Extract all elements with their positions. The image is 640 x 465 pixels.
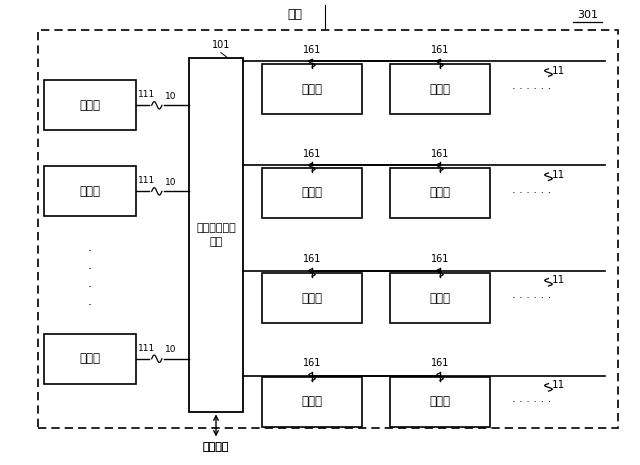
- Text: 10: 10: [164, 178, 176, 186]
- Bar: [44, 80, 136, 130]
- Text: 161: 161: [303, 254, 321, 264]
- Text: 11: 11: [552, 275, 565, 286]
- Text: 101: 101: [212, 40, 230, 50]
- Text: ゲートウェイ
装置: ゲートウェイ 装置: [196, 223, 236, 247]
- Bar: [38, 30, 618, 428]
- Text: · · · · · ·: · · · · · ·: [512, 293, 551, 303]
- Bar: [262, 377, 362, 427]
- Text: 161: 161: [431, 149, 449, 159]
- Bar: [390, 64, 490, 114]
- Text: 機能部: 機能部: [301, 292, 323, 305]
- Text: 11: 11: [552, 170, 565, 180]
- Text: 301: 301: [577, 9, 598, 20]
- Bar: [44, 334, 136, 384]
- Text: · · · · · ·: · · · · · ·: [512, 397, 551, 407]
- Text: 機能部: 機能部: [301, 396, 323, 408]
- Text: 111: 111: [138, 176, 156, 185]
- Text: 161: 161: [303, 45, 321, 55]
- Text: 11: 11: [552, 380, 565, 391]
- Text: 機能部: 機能部: [301, 83, 323, 95]
- Text: 機能部: 機能部: [301, 186, 323, 199]
- Text: ·
·
·
·: · · · ·: [88, 246, 92, 312]
- Bar: [189, 58, 243, 412]
- Text: 外部装置: 外部装置: [203, 442, 229, 452]
- Text: 機能部: 機能部: [79, 99, 100, 112]
- Bar: [390, 168, 490, 218]
- Text: 10: 10: [164, 345, 176, 354]
- Bar: [44, 166, 136, 216]
- Text: 機能部: 機能部: [79, 185, 100, 198]
- Text: 161: 161: [303, 149, 321, 159]
- Text: 機能部: 機能部: [79, 352, 100, 365]
- Text: 111: 111: [138, 344, 156, 352]
- Text: · · · · · ·: · · · · · ·: [512, 84, 551, 94]
- Bar: [262, 168, 362, 218]
- Text: 161: 161: [431, 45, 449, 55]
- Text: 161: 161: [431, 359, 449, 368]
- Text: 161: 161: [303, 359, 321, 368]
- Bar: [262, 64, 362, 114]
- Text: 機能部: 機能部: [429, 83, 451, 95]
- Text: 機能部: 機能部: [429, 186, 451, 199]
- Text: 111: 111: [138, 90, 156, 100]
- Text: 11: 11: [552, 66, 565, 76]
- Text: 機能部: 機能部: [429, 292, 451, 305]
- Bar: [390, 377, 490, 427]
- Text: 161: 161: [431, 254, 449, 264]
- Text: 10: 10: [164, 92, 176, 101]
- Text: 車両: 車両: [287, 8, 302, 21]
- Bar: [262, 273, 362, 323]
- Bar: [390, 273, 490, 323]
- Text: 1: 1: [328, 0, 335, 2]
- Text: 外部装置: 外部装置: [203, 442, 229, 452]
- Text: 機能部: 機能部: [429, 396, 451, 408]
- Text: · · · · · ·: · · · · · ·: [512, 188, 551, 198]
